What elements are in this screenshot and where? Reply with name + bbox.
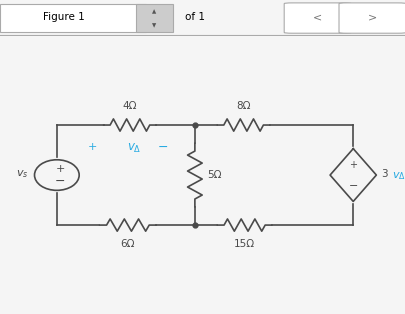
FancyBboxPatch shape [338,3,405,33]
Text: $v_\Delta$: $v_\Delta$ [391,170,405,181]
FancyBboxPatch shape [136,4,172,32]
Text: 8Ω: 8Ω [236,101,250,111]
Text: +: + [55,164,65,174]
Text: $v_s$: $v_s$ [16,168,28,180]
Text: <: < [312,12,322,22]
FancyBboxPatch shape [0,3,146,33]
Text: ▼: ▼ [152,24,156,29]
Text: +: + [87,142,97,152]
Text: 15Ω: 15Ω [233,239,255,249]
Text: 3: 3 [382,170,391,180]
Text: +: + [348,160,356,170]
FancyBboxPatch shape [284,3,350,33]
Text: −: − [158,141,168,154]
Text: 4Ω: 4Ω [122,101,137,111]
Text: of 1: of 1 [184,12,204,22]
Text: >: > [367,12,376,22]
Text: 5Ω: 5Ω [207,170,221,180]
Text: ▲: ▲ [152,9,156,14]
Text: $v_\Delta$: $v_\Delta$ [126,142,141,155]
Text: Figure 1: Figure 1 [43,12,84,22]
Text: −: − [55,175,65,188]
Text: −: − [347,181,357,191]
Text: 6Ω: 6Ω [120,239,135,249]
